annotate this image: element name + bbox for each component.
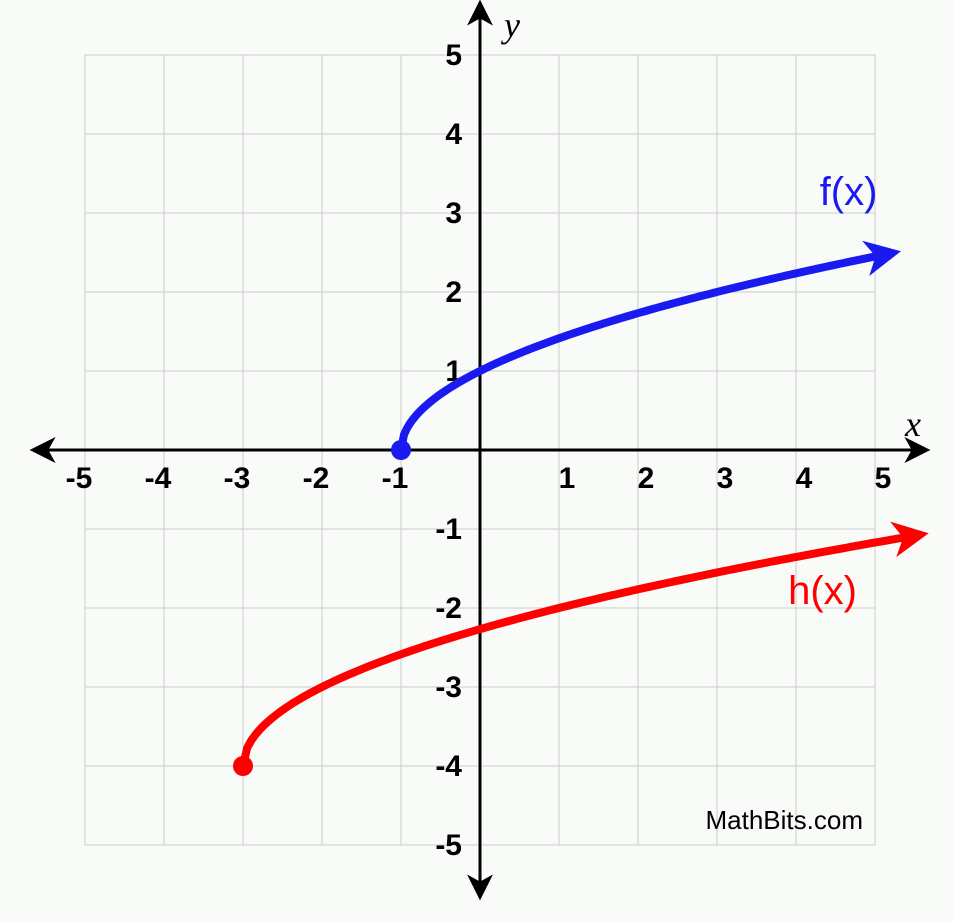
attribution: MathBits.com xyxy=(706,805,864,835)
x-axis-label: x xyxy=(904,404,921,444)
x-tick-label: 3 xyxy=(717,462,734,495)
y-tick-label: -2 xyxy=(435,592,462,625)
x-tick-label: -5 xyxy=(66,462,93,495)
label-f: f(x) xyxy=(820,170,878,214)
endpoint-f xyxy=(391,440,411,460)
x-tick-label: 5 xyxy=(875,462,892,495)
y-tick-label: 5 xyxy=(445,39,462,72)
y-tick-label: -5 xyxy=(435,829,462,862)
endpoint-h xyxy=(233,756,253,776)
curve-f xyxy=(401,254,887,450)
coordinate-plane: -5-4-3-2-11234554321-1-2-3-4-5yxf(x)h(x)… xyxy=(0,0,953,922)
y-tick-label: 4 xyxy=(445,118,462,151)
x-tick-label: 2 xyxy=(638,462,655,495)
y-tick-label: 2 xyxy=(445,276,462,309)
x-tick-label: -4 xyxy=(145,462,172,495)
x-tick-label: -2 xyxy=(303,462,330,495)
chart-container: -5-4-3-2-11234554321-1-2-3-4-5yxf(x)h(x)… xyxy=(0,0,953,922)
x-tick-label: -3 xyxy=(224,462,251,495)
y-tick-label: -1 xyxy=(435,513,462,546)
x-tick-label: -1 xyxy=(382,462,409,495)
label-h: h(x) xyxy=(788,569,857,613)
y-tick-label: -3 xyxy=(435,671,462,704)
y-tick-label: -4 xyxy=(435,750,462,783)
y-axis-label: y xyxy=(501,5,520,45)
y-tick-label: 3 xyxy=(445,197,462,230)
x-tick-label: 1 xyxy=(559,462,576,495)
x-tick-label: 4 xyxy=(796,462,813,495)
